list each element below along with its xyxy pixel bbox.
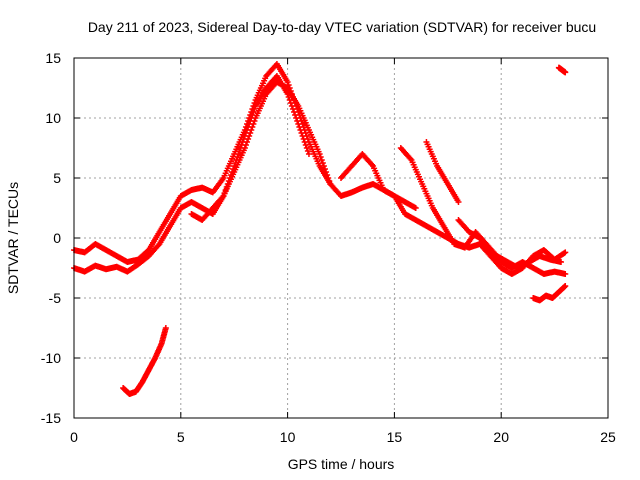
x-tick-label: 15: [387, 429, 403, 445]
data-point-fill: [299, 133, 306, 139]
data-point: [305, 151, 312, 157]
data-point: [284, 79, 291, 85]
data-point-fill: [303, 145, 310, 151]
data-point-fill: [294, 118, 301, 124]
data-point-fill: [301, 139, 308, 145]
y-tick-label: 5: [53, 170, 61, 186]
series-arc-9: [476, 241, 569, 277]
data-point-fill: [407, 155, 414, 162]
y-tick-label: -15: [41, 410, 61, 426]
series-arc-5: [338, 151, 483, 251]
series-arc-4: [188, 79, 334, 223]
series-arc-11: [555, 64, 569, 76]
data-point-fill: [289, 106, 296, 112]
series-arc-2: [71, 73, 312, 275]
data-point: [562, 249, 569, 256]
data-point-fill: [318, 157, 325, 163]
data-point-fill: [244, 139, 251, 145]
data-points: [71, 61, 569, 397]
data-point-fill: [249, 124, 256, 130]
data-point-fill: [319, 160, 326, 166]
data-point: [162, 325, 169, 331]
data-point-fill: [219, 194, 226, 201]
data-point-fill: [250, 109, 257, 115]
chart-title: Day 211 of 2023, Sidereal Day-to-day VTE…: [88, 19, 596, 35]
data-point-fill: [302, 142, 309, 148]
series-arc-3: [120, 325, 169, 397]
data-point: [562, 271, 569, 277]
data-point-fill: [320, 163, 327, 169]
series-arc-10: [530, 283, 569, 304]
data-point-fill: [287, 100, 294, 106]
series-arc-7: [423, 139, 462, 205]
data-point-fill: [321, 166, 328, 172]
data-point: [558, 259, 565, 265]
x-tick-label: 0: [70, 429, 78, 445]
y-axis-label: SDTVAR / TECUs: [5, 182, 21, 294]
data-point: [316, 151, 323, 157]
data-point-fill: [326, 178, 333, 184]
y-tick-label: 10: [45, 110, 61, 126]
data-point: [327, 181, 334, 187]
x-tick-label: 5: [177, 429, 185, 445]
series-arc-1: [71, 61, 419, 265]
y-tick-label: -10: [41, 350, 61, 366]
data-point-fill: [324, 172, 331, 178]
data-point-fill: [246, 133, 253, 139]
data-point-fill: [293, 115, 300, 121]
data-point-fill: [300, 136, 307, 142]
data-point-fill: [251, 106, 258, 112]
y-tick-label: -5: [49, 290, 62, 306]
data-point-fill: [296, 124, 303, 130]
data-point-fill: [298, 130, 305, 136]
x-axis-label: GPS time / hours: [288, 456, 395, 472]
x-tick-label: 20: [493, 429, 509, 445]
data-point-fill: [368, 161, 375, 168]
series-arc-8: [455, 217, 569, 277]
y-tick-label: 15: [45, 50, 61, 66]
data-point-fill: [251, 118, 258, 124]
data-point-fill: [288, 103, 295, 109]
data-point: [562, 69, 569, 76]
data-point: [241, 145, 248, 151]
data-point-fill: [325, 175, 332, 181]
x-tick-label: 25: [600, 429, 616, 445]
data-point-fill: [292, 112, 299, 118]
data-point-fill: [250, 121, 257, 127]
data-point-fill: [248, 127, 255, 133]
data-point-fill: [235, 151, 242, 157]
data-point-fill: [317, 154, 324, 160]
data-point-fill: [291, 109, 298, 115]
data-point-fill: [245, 136, 252, 142]
data-point-fill: [297, 127, 304, 133]
data-point: [562, 283, 569, 289]
data-point-fill: [242, 142, 249, 148]
x-tick-label: 10: [280, 429, 296, 445]
data-point-fill: [286, 97, 293, 103]
data-point-fill: [304, 148, 311, 154]
data-point: [412, 205, 419, 211]
data-point: [455, 199, 462, 205]
data-point-fill: [247, 130, 254, 136]
y-tick-label: 0: [53, 230, 61, 246]
axis-ticks: 0 5 10 15 20 25 -15 -10 -5 0 5 10 15: [41, 50, 616, 445]
data-point: [295, 121, 302, 127]
data-point-fill: [323, 169, 330, 175]
